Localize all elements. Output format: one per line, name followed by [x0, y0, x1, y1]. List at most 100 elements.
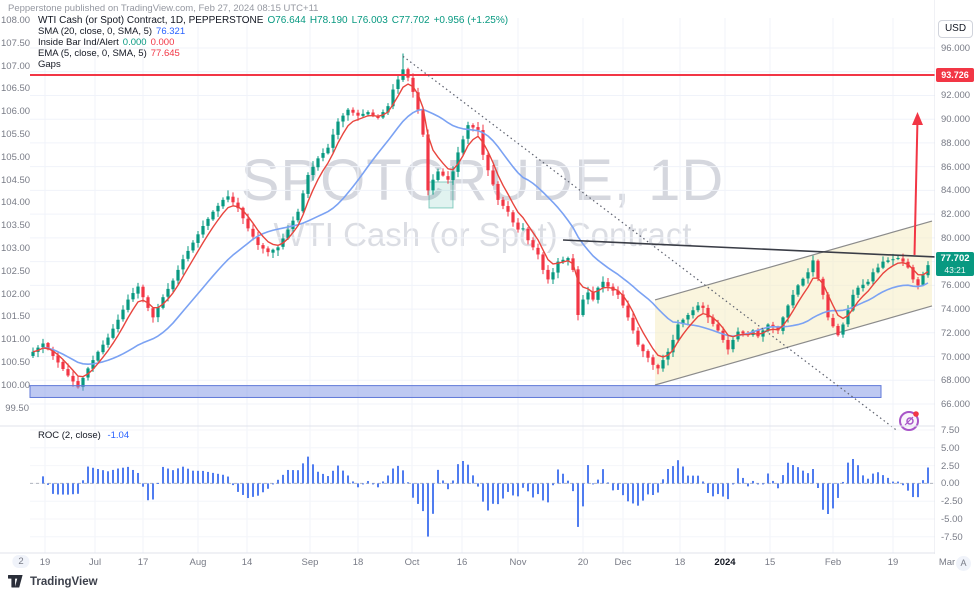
time-axis-label: Aug — [189, 557, 207, 568]
time-axis-label: Feb — [824, 557, 842, 568]
currency-axis-button[interactable]: USD — [938, 20, 973, 38]
roc-axis-label: -2.50 — [941, 496, 963, 508]
left-axis-label: 107.00 — [1, 60, 31, 72]
bar-countdown: 43:21 — [944, 265, 966, 275]
left-axis-label: 106.00 — [1, 106, 31, 118]
publish-attribution: Pepperstone published on TradingView.com… — [8, 3, 319, 14]
roc-histogram[interactable] — [42, 456, 929, 537]
tradingview-logo[interactable]: TradingView — [8, 575, 98, 588]
ohlc-high: H78.190 — [309, 15, 348, 26]
time-axis-label: Mar — [938, 557, 956, 568]
candlestick-series[interactable] — [31, 53, 930, 391]
right-axis-label: 90.000 — [941, 114, 971, 126]
ema-line[interactable] — [32, 83, 929, 378]
time-axis-label: Jul — [88, 557, 102, 568]
channel-top-border[interactable] — [654, 220, 933, 301]
time-axis-label: 17 — [137, 557, 149, 568]
dotted-trendline[interactable] — [402, 55, 899, 432]
left-price-axis[interactable]: 108.00 107.50 107.00 106.50 106.00 105.50 105.… — [0, 0, 30, 553]
insidebar-value-2: 0.000 — [150, 37, 175, 48]
left-axis-label: 102.50 — [1, 265, 31, 277]
sticker-notification-dot — [913, 411, 919, 417]
right-axis-label: 66.000 — [941, 398, 971, 410]
roc-axis-label: -7.50 — [941, 531, 963, 543]
ohlc-close: C77.702 — [391, 15, 430, 26]
time-axis-label: 18 — [674, 557, 686, 568]
auto-scale-button[interactable]: A — [956, 556, 971, 571]
sma-value: 76.321 — [156, 26, 186, 37]
right-axis-label: 68.000 — [941, 375, 971, 387]
time-axis-label: 14 — [241, 557, 253, 568]
symbol-title[interactable]: WTI Cash (or Spot) Contract, 1D, PEPPERS… — [38, 15, 264, 26]
left-axis-label: 107.50 — [1, 37, 31, 49]
roc-axis-label: 0.00 — [941, 478, 960, 490]
right-price-axis[interactable]: 96.00094.00092.00090.00088.00086.00084.0… — [935, 0, 975, 572]
time-axis-label: Sep — [301, 557, 319, 568]
right-axis-label: 82.000 — [941, 209, 971, 221]
gaps-label[interactable]: Gaps — [38, 59, 61, 70]
ema-value: 77.645 — [150, 48, 180, 59]
sticker-icon-glyph — [906, 417, 914, 425]
time-axis-label: 19 — [39, 557, 51, 568]
time-axis-label: 2024 — [714, 557, 736, 568]
time-axis-label: 16 — [456, 557, 468, 568]
insidebar-label[interactable]: Inside Bar Ind/Alert — [38, 37, 119, 48]
time-axis[interactable]: 2 19 Jul 17 Aug 14 Sep 18 Oct 16 Nov 20 Dec 18 2024 15 F… — [0, 554, 975, 572]
roc-legend[interactable]: ROC (2, close) -1.04 — [38, 430, 129, 441]
resistance-trendline[interactable] — [562, 239, 936, 258]
alert-price-badge: 93.726 — [936, 68, 974, 82]
last-price-badge: 77.702 43:21 — [936, 252, 974, 276]
left-axis-label: 105.00 — [1, 151, 31, 163]
left-axis-label: 104.00 — [1, 197, 31, 209]
left-axis-label: 100.50 — [1, 357, 31, 368]
projection-arrow-shaft[interactable] — [913, 118, 919, 255]
roc-value: -1.04 — [107, 430, 130, 441]
right-axis-label: 74.000 — [941, 304, 971, 316]
legend: WTI Cash (or Spot) Contract, 1D, PEPPERS… — [38, 15, 508, 70]
left-axis-label: 103.50 — [1, 220, 31, 232]
left-axis-label: 102.00 — [1, 288, 31, 300]
tradingview-logo-text: TradingView — [30, 575, 98, 588]
legend-indicator-gaps[interactable]: Gaps — [38, 59, 508, 70]
time-axis-label: Oct — [404, 557, 420, 568]
legend-indicator-sma[interactable]: SMA (20, close, 0, SMA, 5) 76.321 — [38, 26, 508, 37]
time-axis-label: Dec — [614, 557, 632, 568]
legend-indicator-insidebar[interactable]: Inside Bar Ind/Alert 0.000 0.000 — [38, 37, 508, 48]
legend-indicator-ema[interactable]: EMA (5, close, 0, SMA, 5) 77.645 — [38, 48, 508, 59]
time-axis-label: 20 — [577, 557, 589, 568]
support-zone[interactable] — [29, 385, 882, 398]
sma-label[interactable]: SMA (20, close, 0, SMA, 5) — [38, 26, 153, 37]
left-axis-label: 101.00 — [1, 334, 31, 346]
roc-axis-label: -5.00 — [941, 514, 963, 525]
right-axis-label: 96.000 — [941, 43, 971, 54]
right-axis-label: 88.000 — [941, 137, 971, 149]
left-axis-label: 108.00 — [1, 15, 31, 26]
time-axis-label: 15 — [764, 557, 776, 568]
ohlc-low: L76.003 — [351, 15, 388, 26]
insidebar-value-1: 0.000 — [122, 37, 147, 48]
left-axis-label: 101.50 — [1, 311, 31, 323]
time-axis-label: 18 — [352, 557, 364, 568]
left-axis-label: 104.50 — [1, 174, 31, 186]
roc-axis-label: 5.00 — [941, 442, 960, 454]
left-axis-label: 105.50 — [1, 129, 31, 140]
time-axis-label: 2 — [12, 555, 30, 568]
projection-arrow-head[interactable] — [912, 111, 923, 125]
time-axis-label: Nov — [509, 557, 527, 568]
left-axis-label: 100.00 — [1, 379, 31, 391]
tradingview-logo-icon — [8, 575, 23, 588]
channel-bottom-border[interactable] — [654, 305, 933, 386]
roc-label[interactable]: ROC (2, close) — [38, 430, 101, 441]
ohlc-change: +0.956 (+1.25%) — [433, 15, 509, 26]
left-axis-label: 103.00 — [1, 243, 31, 254]
legend-symbol-row[interactable]: WTI Cash (or Spot) Contract, 1D, PEPPERS… — [38, 15, 508, 26]
right-axis-label: 76.000 — [941, 280, 971, 292]
roc-axis-label: 2.50 — [941, 460, 960, 472]
ohlc-open: O76.644 — [267, 15, 306, 26]
right-axis-label: 72.000 — [941, 327, 971, 339]
sticker-icon-glyph2 — [904, 416, 914, 426]
ema-label[interactable]: EMA (5, close, 0, SMA, 5) — [38, 48, 147, 59]
right-axis-label: 92.000 — [941, 90, 971, 102]
